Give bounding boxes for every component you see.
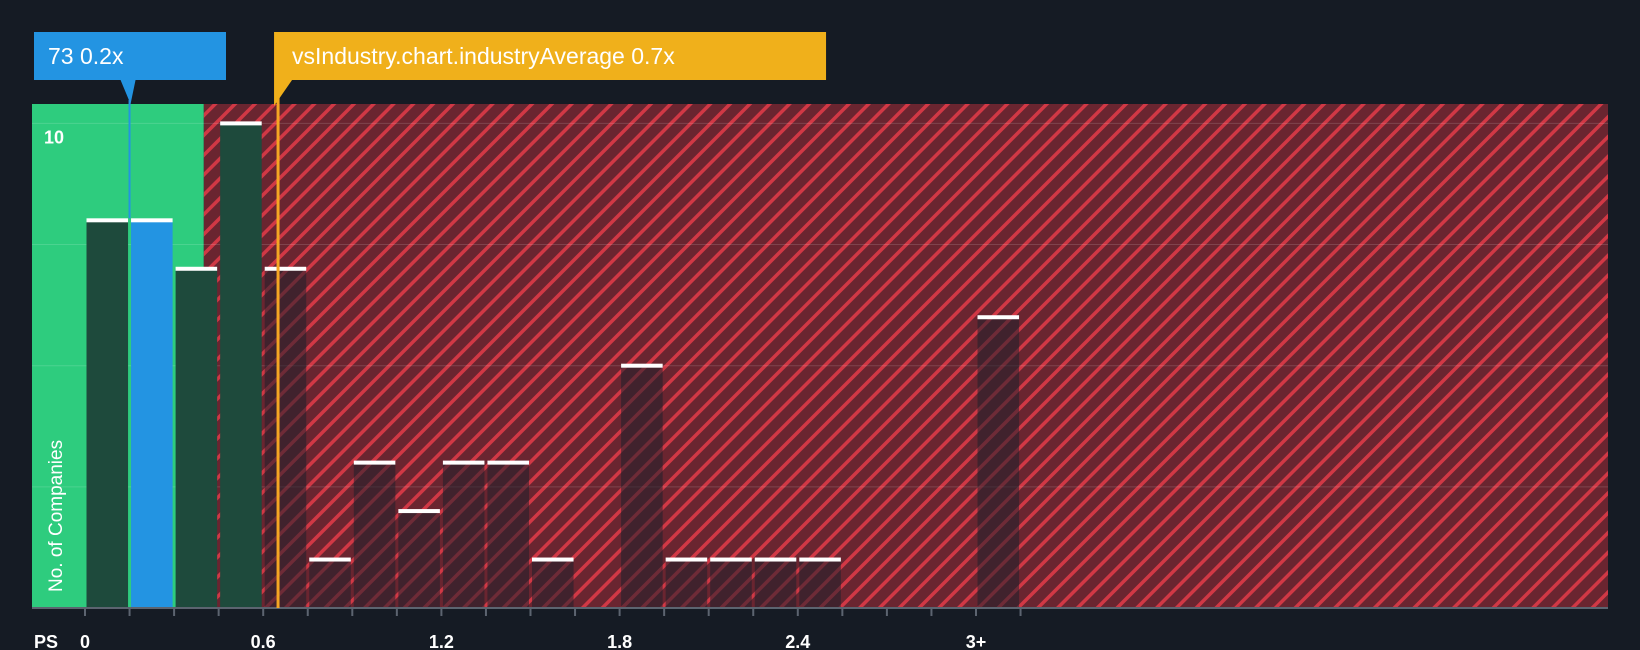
- y-tick-labels: 10: [44, 127, 64, 147]
- industry-average-label: vsIndustry.chart.industryAverage 0.7x: [292, 43, 675, 69]
- bar-2: [175, 268, 218, 608]
- y-tick-label-0: 10: [44, 127, 64, 147]
- x-ticks: 0 0.6 1.2 1.8 2.4 3+: [80, 608, 1022, 650]
- bar-9: [487, 462, 529, 608]
- bar-top-0: [86, 218, 129, 223]
- bar-6: [353, 462, 396, 608]
- bar-top-16: [799, 557, 841, 562]
- bar-12: [621, 365, 663, 608]
- company-label: 73 0.2x: [48, 43, 124, 69]
- bars: [86, 121, 1020, 609]
- x-tick-label-0: 0: [80, 632, 90, 650]
- bar-15: [754, 559, 797, 608]
- x-tick-label-2: 1.2: [429, 632, 454, 650]
- bar-top-9: [487, 460, 529, 465]
- bar-top-8: [442, 460, 485, 465]
- bar-top-10: [532, 557, 574, 562]
- industry-average-callout-box: [274, 32, 827, 106]
- bar-4: [264, 268, 307, 608]
- x-tick-label-1: 0.6: [251, 632, 276, 650]
- bar-top-20: [977, 315, 1020, 320]
- bar-top-4: [264, 266, 307, 271]
- bar-top-3: [220, 121, 262, 126]
- bar-8: [442, 462, 485, 608]
- bar-top-5: [309, 557, 351, 562]
- bar-top-13: [665, 557, 708, 562]
- bar-3: [220, 123, 262, 608]
- bar-14: [710, 559, 752, 608]
- bar-top-7: [398, 509, 440, 514]
- bar-16: [799, 559, 841, 608]
- company-callout-box: [34, 32, 226, 104]
- bar-7: [398, 511, 440, 608]
- bar-10: [532, 559, 574, 608]
- bar-1: [131, 220, 173, 609]
- bar-5: [309, 559, 351, 608]
- industry-average-callout: vsIndustry.chart.industryAverage 0.7x: [274, 32, 827, 106]
- bar-top-15: [754, 557, 797, 562]
- bar-0: [86, 220, 129, 609]
- bar-20: [977, 317, 1020, 608]
- bar-top-12: [621, 363, 663, 368]
- bar-top-6: [353, 460, 396, 465]
- company-callout: 73 0.2x: [34, 32, 226, 104]
- x-tick-label-5: 3+: [966, 632, 987, 650]
- x-axis-label: PS: [34, 632, 58, 650]
- x-tick-label-4: 2.4: [785, 632, 810, 650]
- bar-top-14: [710, 557, 752, 562]
- y-axis-label: No. of Companies: [46, 440, 67, 592]
- bar-top-2: [175, 266, 218, 271]
- bar-top-1: [131, 218, 173, 223]
- bar-13: [665, 559, 708, 608]
- x-tick-label-3: 1.8: [607, 632, 632, 650]
